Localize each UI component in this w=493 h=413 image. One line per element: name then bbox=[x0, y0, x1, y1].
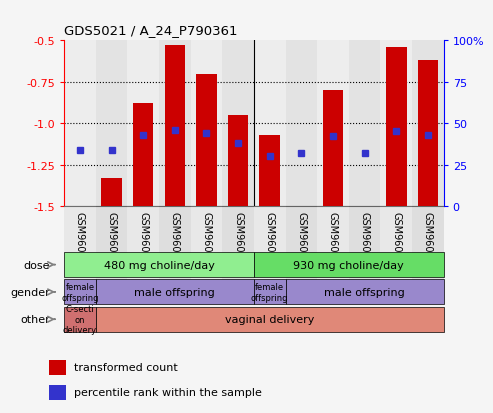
Text: male offspring: male offspring bbox=[135, 287, 215, 297]
Bar bbox=[259, 135, 280, 206]
Text: female
offspring: female offspring bbox=[251, 282, 288, 302]
FancyBboxPatch shape bbox=[285, 280, 444, 305]
Bar bbox=[386, 48, 407, 206]
Bar bbox=[381, 206, 412, 301]
Bar bbox=[49, 360, 66, 375]
Bar bbox=[285, 41, 317, 207]
Text: transformed count: transformed count bbox=[74, 363, 178, 373]
Bar bbox=[349, 41, 381, 207]
FancyBboxPatch shape bbox=[254, 252, 444, 278]
Text: vaginal delivery: vaginal delivery bbox=[225, 314, 315, 325]
FancyBboxPatch shape bbox=[64, 280, 96, 305]
Text: C-secti
on
delivery: C-secti on delivery bbox=[63, 305, 97, 334]
Text: 480 mg choline/day: 480 mg choline/day bbox=[104, 260, 214, 270]
Bar bbox=[285, 206, 317, 301]
Bar bbox=[64, 206, 96, 301]
FancyBboxPatch shape bbox=[96, 280, 254, 305]
Bar bbox=[317, 206, 349, 301]
Bar bbox=[64, 41, 96, 207]
Text: GSM960129: GSM960129 bbox=[202, 211, 211, 270]
Bar bbox=[317, 41, 349, 207]
Bar bbox=[349, 206, 381, 301]
Text: GSM960125: GSM960125 bbox=[75, 211, 85, 270]
Bar bbox=[222, 41, 254, 207]
Text: GSM960135: GSM960135 bbox=[391, 211, 401, 270]
Bar bbox=[101, 178, 122, 206]
Bar bbox=[254, 206, 285, 301]
Text: GSM960132: GSM960132 bbox=[328, 211, 338, 270]
Bar bbox=[196, 74, 217, 206]
Bar bbox=[418, 61, 438, 206]
Text: GSM960130: GSM960130 bbox=[233, 211, 243, 270]
Bar bbox=[165, 46, 185, 206]
FancyBboxPatch shape bbox=[64, 307, 96, 332]
Bar bbox=[159, 206, 191, 301]
Bar bbox=[381, 41, 412, 207]
Bar bbox=[96, 206, 127, 301]
Text: GSM960136: GSM960136 bbox=[423, 211, 433, 270]
Bar bbox=[354, 206, 375, 210]
Bar bbox=[412, 206, 444, 301]
Bar bbox=[323, 91, 343, 206]
Bar bbox=[412, 41, 444, 207]
FancyBboxPatch shape bbox=[96, 307, 444, 332]
Bar bbox=[291, 206, 312, 210]
Bar bbox=[191, 41, 222, 207]
Bar bbox=[133, 104, 153, 206]
Text: 930 mg choline/day: 930 mg choline/day bbox=[293, 260, 404, 270]
Text: GDS5021 / A_24_P790361: GDS5021 / A_24_P790361 bbox=[64, 24, 238, 37]
Text: gender: gender bbox=[10, 287, 50, 297]
Bar bbox=[222, 206, 254, 301]
Bar bbox=[254, 41, 285, 207]
FancyBboxPatch shape bbox=[254, 280, 285, 305]
Bar bbox=[127, 206, 159, 301]
FancyBboxPatch shape bbox=[64, 252, 254, 278]
Text: GSM960126: GSM960126 bbox=[106, 211, 116, 270]
Text: percentile rank within the sample: percentile rank within the sample bbox=[74, 387, 262, 397]
Text: GSM960127: GSM960127 bbox=[138, 211, 148, 270]
Text: GSM960131: GSM960131 bbox=[265, 211, 275, 270]
Text: GSM960134: GSM960134 bbox=[359, 211, 370, 270]
Text: other: other bbox=[21, 314, 50, 325]
Bar bbox=[228, 116, 248, 206]
Bar bbox=[127, 41, 159, 207]
Text: male offspring: male offspring bbox=[324, 287, 405, 297]
Bar bbox=[191, 206, 222, 301]
Text: female
offspring: female offspring bbox=[61, 282, 99, 302]
Text: dose: dose bbox=[24, 260, 50, 270]
Text: GSM960133: GSM960133 bbox=[296, 211, 306, 270]
Bar bbox=[159, 41, 191, 207]
Bar bbox=[49, 385, 66, 400]
Text: GSM960128: GSM960128 bbox=[170, 211, 180, 270]
Bar bbox=[96, 41, 127, 207]
